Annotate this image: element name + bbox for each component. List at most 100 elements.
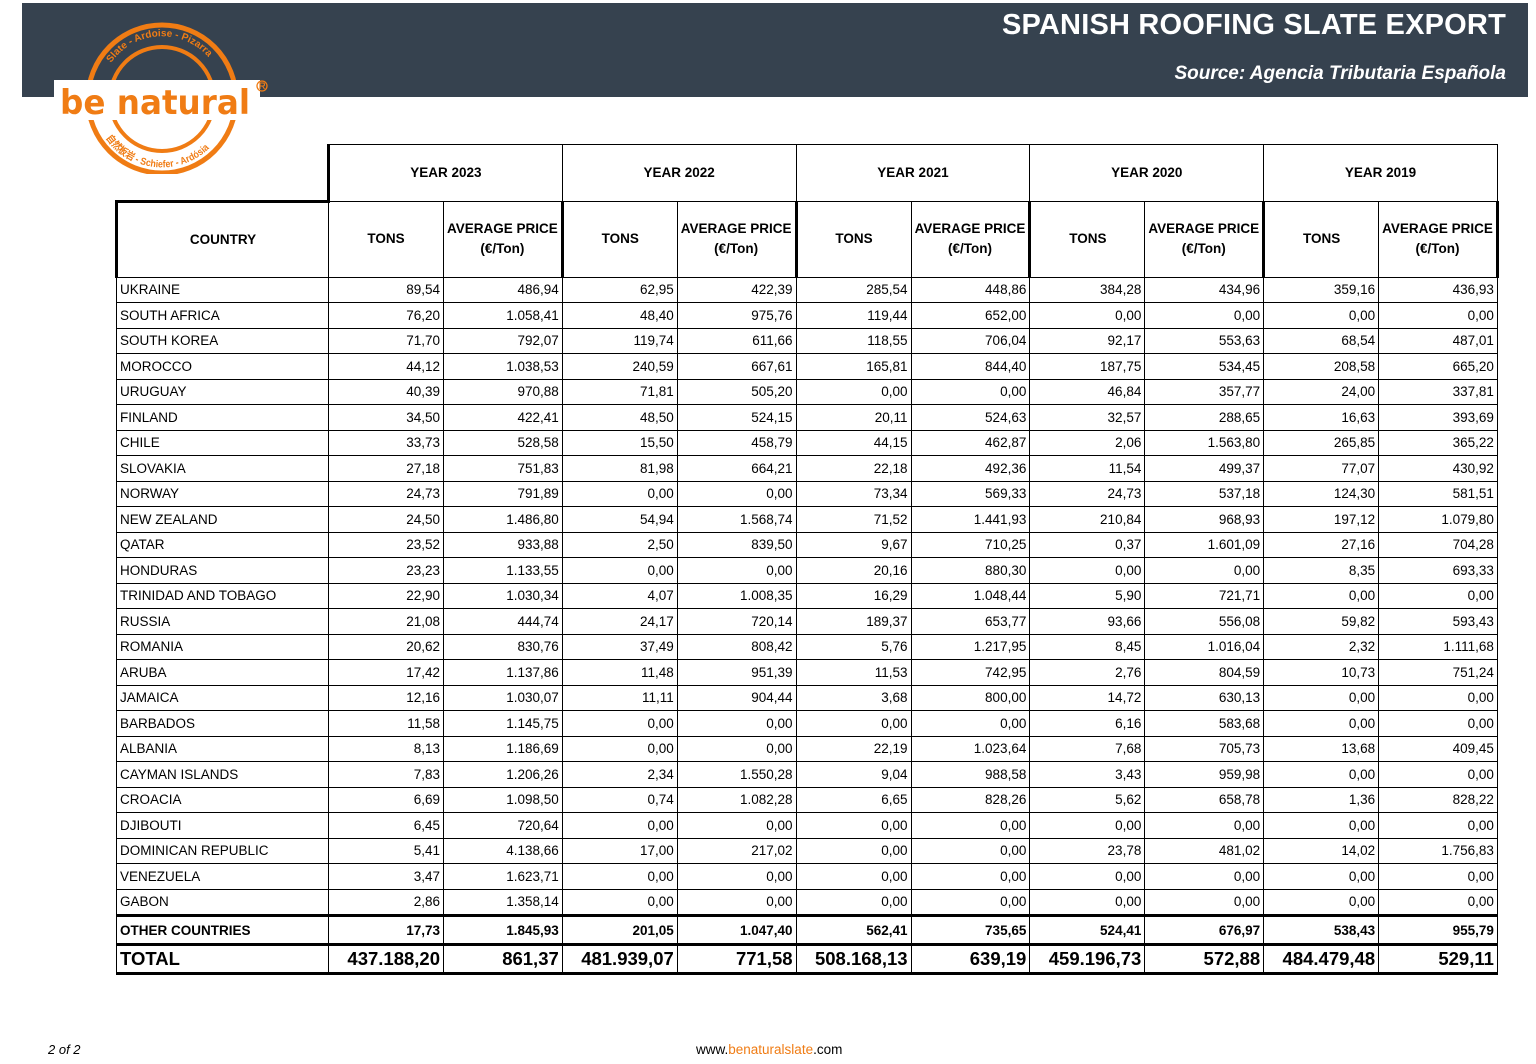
country-cell: FINLAND bbox=[116, 404, 329, 431]
tons-cell: 68,54 bbox=[1263, 327, 1380, 354]
column-header-row: COUNTRY TONS AVERAGE PRICE (€/Ton) TONS AVER… bbox=[115, 200, 1499, 278]
corner-cell bbox=[116, 144, 330, 203]
average-price-cell: 0,00 bbox=[910, 378, 1031, 405]
average-price-header: AVERAGE PRICE (€/Ton) bbox=[1378, 200, 1499, 278]
average-price-cell: 422,39 bbox=[676, 276, 797, 303]
table-row: ROMANIA 20,62 830,76 37,49 808,42 5,76 1.217,9… bbox=[116, 633, 1498, 660]
table-row: QATAR 23,52 933,88 2,50 839,50 9,67 710,25 0,37… bbox=[116, 531, 1498, 558]
tons-cell: 71,81 bbox=[561, 378, 678, 405]
average-price-cell: 0,00 bbox=[676, 812, 797, 839]
average-price-cell: 639,19 bbox=[910, 943, 1031, 975]
average-price-cell: 710,25 bbox=[910, 531, 1031, 558]
tons-cell: 23,23 bbox=[328, 557, 444, 584]
country-cell: HONDURAS bbox=[116, 557, 329, 584]
average-price-cell: 0,00 bbox=[676, 888, 797, 916]
source-note: Source: Agencia Tributaria Española bbox=[1174, 63, 1506, 84]
tons-cell: 5,41 bbox=[328, 837, 444, 864]
average-price-cell: 0,00 bbox=[910, 837, 1031, 864]
tons-cell: 5,76 bbox=[795, 633, 912, 660]
tons-cell: 2,50 bbox=[561, 531, 678, 558]
average-price-cell: 1.550,28 bbox=[676, 761, 797, 788]
average-price-cell: 665,20 bbox=[1378, 353, 1498, 380]
price-header-line1: AVERAGE PRICE bbox=[680, 221, 792, 236]
tons-cell: 3,47 bbox=[328, 863, 444, 890]
average-price-cell: 337,81 bbox=[1378, 378, 1498, 405]
country-cell: VENEZUELA bbox=[116, 863, 329, 890]
tons-cell: 24,73 bbox=[328, 480, 444, 507]
average-price-cell: 706,04 bbox=[910, 327, 1031, 354]
price-header-unit: (€/Ton) bbox=[714, 241, 759, 256]
year-header: YEAR 2019 bbox=[1263, 144, 1498, 202]
average-price-cell: 664,21 bbox=[676, 455, 797, 482]
average-price-cell: 430,92 bbox=[1378, 455, 1498, 482]
average-price-cell: 1.047,40 bbox=[676, 914, 797, 945]
tons-cell: 71,52 bbox=[795, 506, 912, 533]
price-header-line1: AVERAGE PRICE bbox=[1148, 221, 1260, 236]
average-price-cell: 505,20 bbox=[676, 378, 797, 405]
country-cell: NEW ZEALAND bbox=[116, 506, 329, 533]
average-price-cell: 0,00 bbox=[1144, 863, 1265, 890]
average-price-cell: 537,18 bbox=[1144, 480, 1265, 507]
tons-cell: 24,00 bbox=[1263, 378, 1380, 405]
country-cell: QATAR bbox=[116, 531, 329, 558]
average-price-cell: 751,83 bbox=[443, 455, 563, 482]
tons-header: TONS bbox=[1263, 200, 1380, 278]
tons-header: TONS bbox=[1029, 200, 1146, 278]
tons-cell: 0,00 bbox=[795, 888, 912, 916]
average-price-cell: 444,74 bbox=[443, 608, 563, 635]
tons-cell: 81,98 bbox=[561, 455, 678, 482]
average-price-cell: 968,93 bbox=[1144, 506, 1265, 533]
tons-cell: 0,00 bbox=[1029, 557, 1146, 584]
price-header-line1: AVERAGE PRICE bbox=[1382, 221, 1493, 236]
tons-cell: 3,43 bbox=[1029, 761, 1146, 788]
average-price-cell: 1.441,93 bbox=[910, 506, 1031, 533]
tons-cell: 76,20 bbox=[328, 302, 444, 329]
tons-cell: 6,45 bbox=[328, 812, 444, 839]
tons-cell: 0,00 bbox=[1263, 888, 1380, 916]
average-price-cell: 1.030,07 bbox=[443, 684, 563, 711]
average-price-cell: 581,51 bbox=[1378, 480, 1498, 507]
website-link[interactable]: www.benaturalslate.com bbox=[696, 1042, 842, 1057]
average-price-cell: 524,63 bbox=[910, 404, 1031, 431]
average-price-cell: 1.623,71 bbox=[443, 863, 563, 890]
average-price-cell: 988,58 bbox=[910, 761, 1031, 788]
tons-cell: 0,00 bbox=[1263, 302, 1380, 329]
tons-cell: 48,50 bbox=[561, 404, 678, 431]
average-price-cell: 1.098,50 bbox=[443, 786, 563, 813]
tons-cell: 23,78 bbox=[1029, 837, 1146, 864]
average-price-cell: 0,00 bbox=[910, 863, 1031, 890]
country-cell: UKRAINE bbox=[116, 276, 329, 303]
average-price-cell: 844,40 bbox=[910, 353, 1031, 380]
average-price-cell: 861,37 bbox=[443, 943, 563, 975]
average-price-cell: 830,76 bbox=[443, 633, 563, 660]
url-prefix: www. bbox=[696, 1042, 729, 1057]
average-price-cell: 0,00 bbox=[676, 863, 797, 890]
tons-cell: 17,42 bbox=[328, 659, 444, 686]
tons-cell: 189,37 bbox=[795, 608, 912, 635]
tons-cell: 0,00 bbox=[561, 557, 678, 584]
tons-cell: 0,00 bbox=[1263, 863, 1380, 890]
url-suffix: .com bbox=[813, 1042, 843, 1057]
average-price-header: AVERAGE PRICE (€/Ton) bbox=[910, 200, 1032, 278]
tons-cell: 0,74 bbox=[561, 786, 678, 813]
tons-cell: 24,50 bbox=[328, 506, 444, 533]
tons-cell: 33,73 bbox=[328, 429, 444, 456]
tons-cell: 0,00 bbox=[1263, 812, 1380, 839]
table-row: NEW ZEALAND 24,50 1.486,80 54,94 1.568,74 71,… bbox=[116, 506, 1498, 533]
price-header-unit: (€/Ton) bbox=[1181, 241, 1226, 256]
tons-cell: 0,00 bbox=[561, 888, 678, 916]
tons-cell: 48,40 bbox=[561, 302, 678, 329]
average-price-cell: 735,65 bbox=[910, 914, 1031, 945]
be-natural-logo: Slate - Ardoise - Pizarra 自然板岩 - Schiefe… bbox=[54, 22, 268, 174]
average-price-cell: 0,00 bbox=[676, 710, 797, 737]
tons-cell: 7,83 bbox=[328, 761, 444, 788]
tons-cell: 197,12 bbox=[1263, 506, 1380, 533]
country-cell: NORWAY bbox=[116, 480, 329, 507]
tons-header: TONS bbox=[328, 200, 444, 278]
table-body: UKRAINE 89,54 486,94 62,95 422,39 285,54 448,8… bbox=[116, 276, 1498, 975]
average-price-cell: 1.048,44 bbox=[910, 582, 1031, 609]
tons-cell: 165,81 bbox=[795, 353, 912, 380]
tons-cell: 54,94 bbox=[561, 506, 678, 533]
tons-cell: 0,00 bbox=[1263, 582, 1380, 609]
table-row: SLOVAKIA 27,18 751,83 81,98 664,21 22,18 492,3… bbox=[116, 455, 1498, 482]
